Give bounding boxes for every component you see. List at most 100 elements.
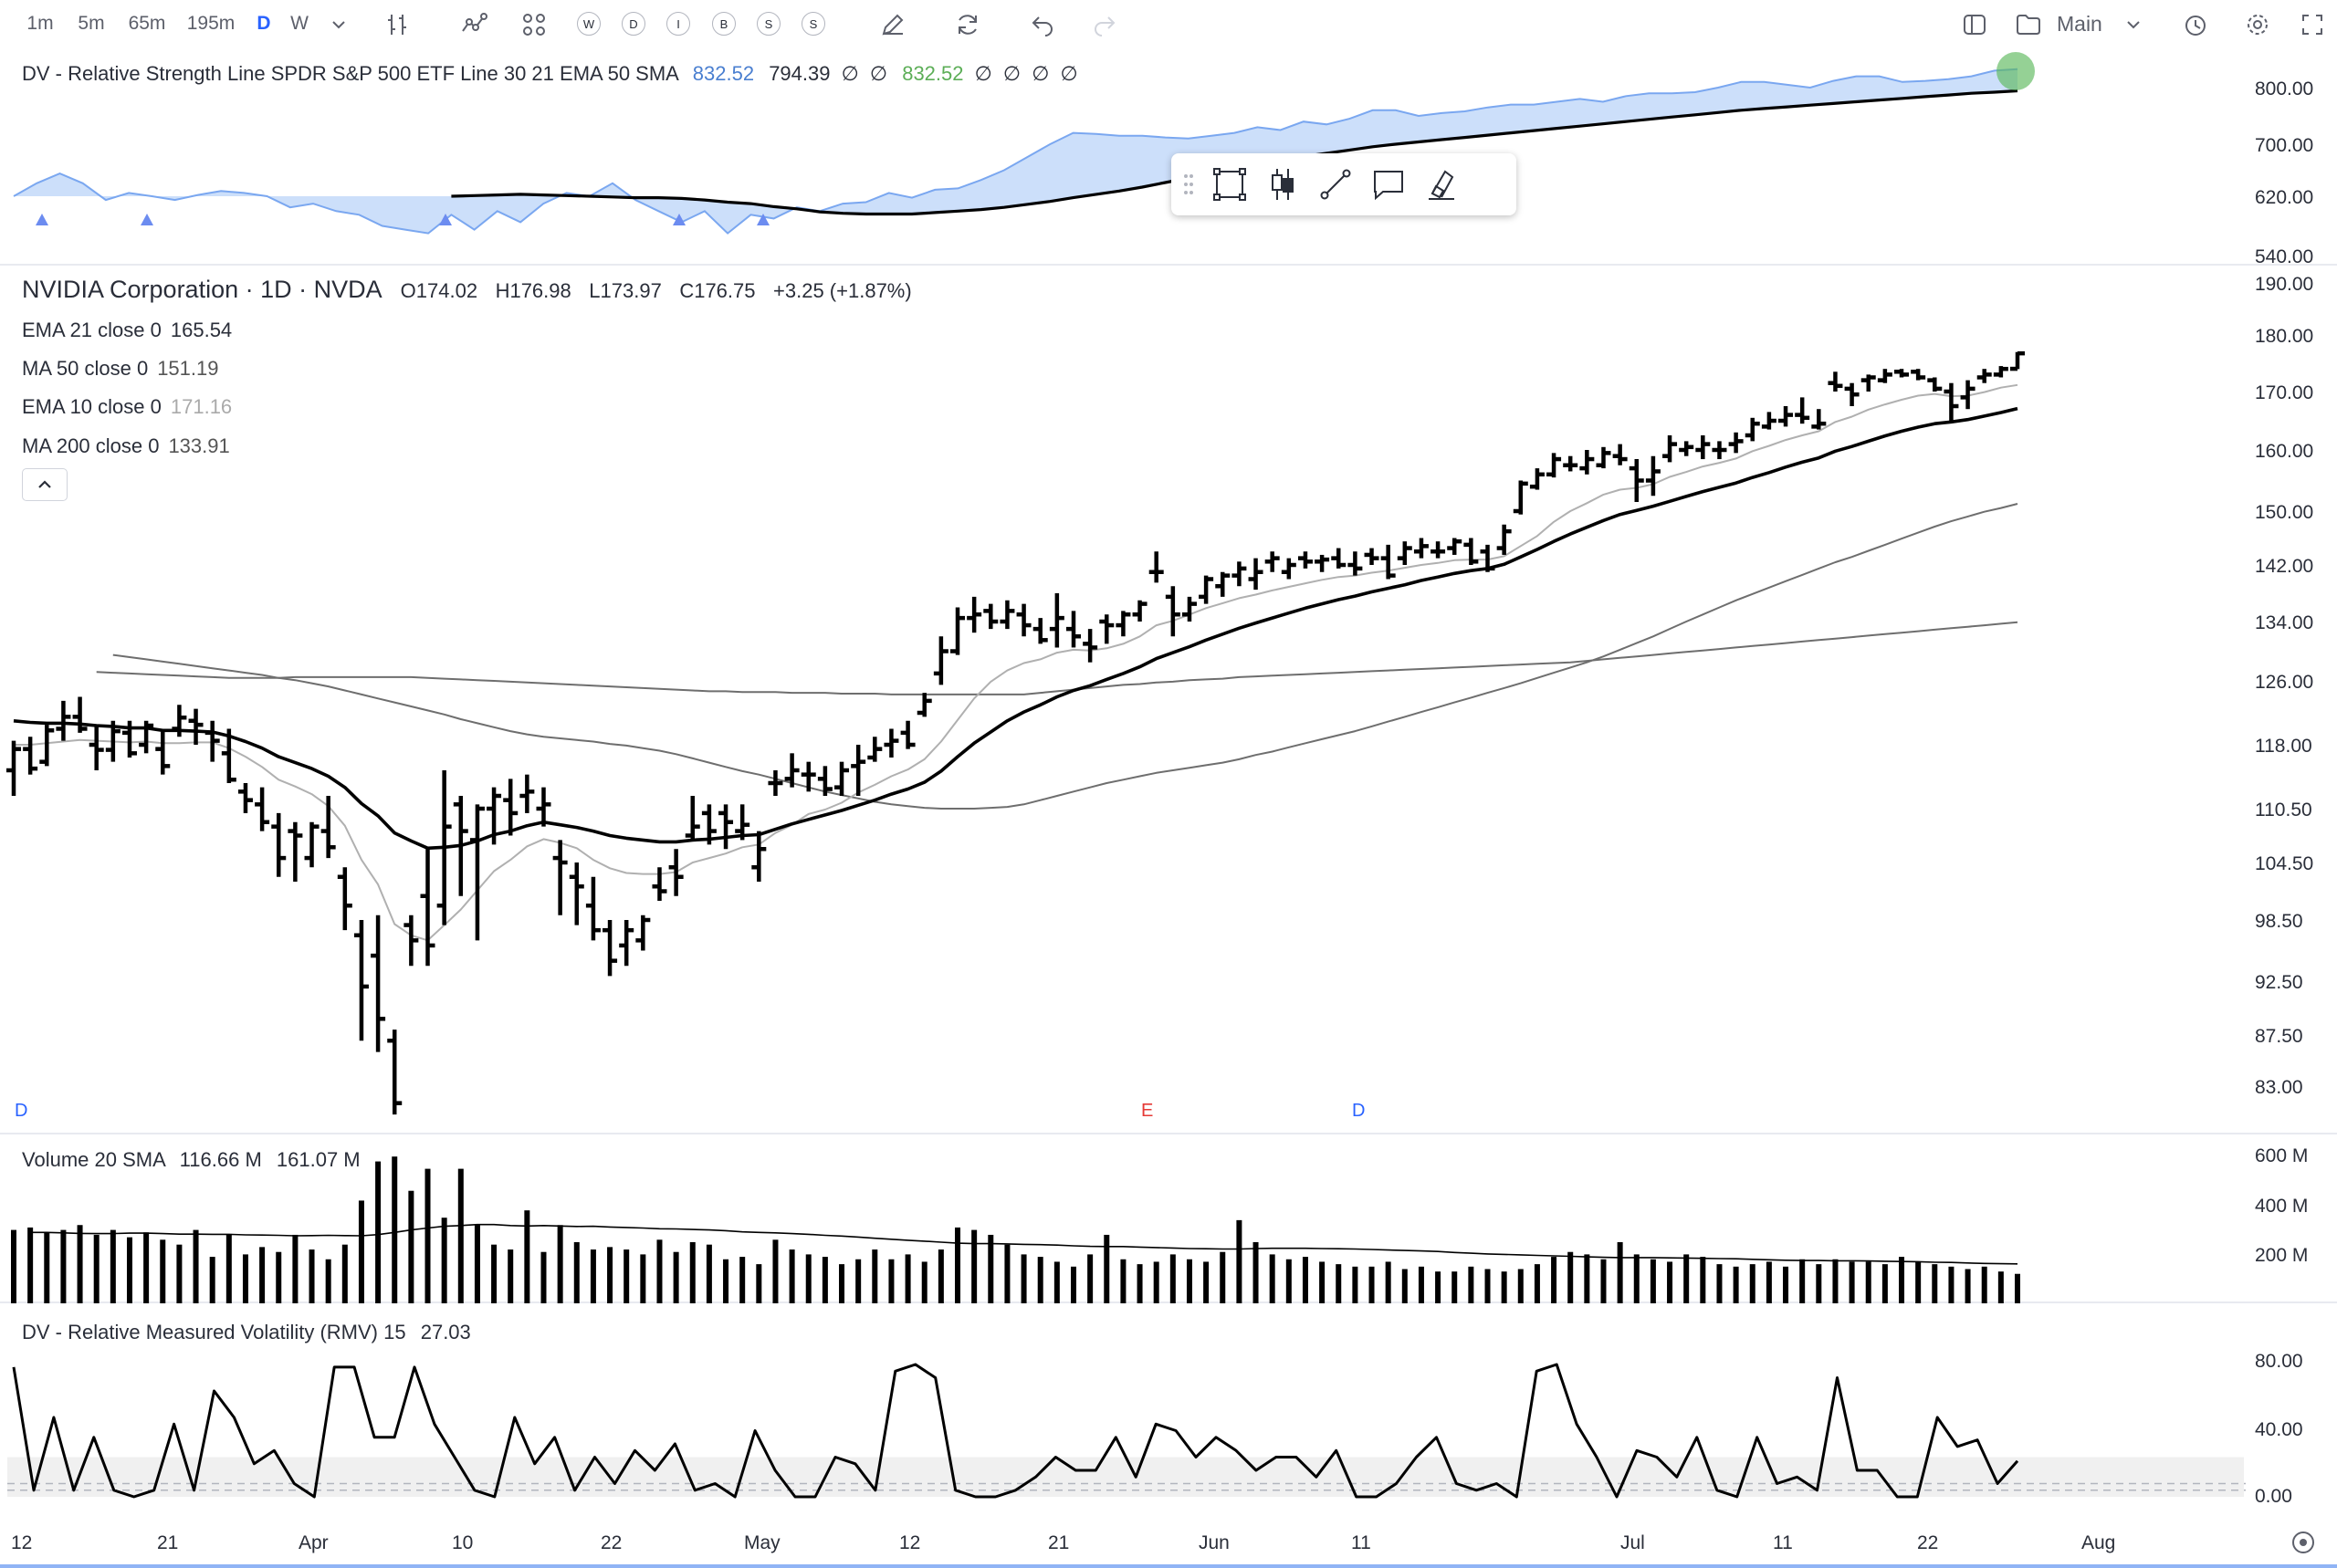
interval-w-button[interactable]: W — [290, 13, 309, 34]
ohlc-bar — [1712, 441, 1727, 460]
volume-bar — [1137, 1264, 1143, 1303]
chevron-down-icon[interactable] — [325, 11, 352, 38]
volume-bar — [1087, 1254, 1094, 1303]
top-toolbar: 1m 5m 65m 195m D W W D I B S S Main — [0, 0, 2337, 47]
ohlc-bar — [139, 720, 154, 754]
indicator-ema21-legend[interactable]: EMA 21 close 0 165.54 — [22, 319, 232, 342]
ohlc-bar — [1032, 618, 1048, 644]
layout-name-label[interactable]: Main — [2057, 11, 2102, 36]
volume-bar — [1120, 1259, 1127, 1303]
s2-toggle-button[interactable]: S — [802, 12, 825, 36]
comment-tool-icon[interactable] — [1367, 162, 1410, 206]
volume-bar — [1832, 1259, 1839, 1303]
indicator-ma200-legend[interactable]: MA 200 close 0 133.91 — [22, 434, 230, 458]
drag-handle-icon[interactable] — [1179, 162, 1199, 206]
ohlc-bar — [718, 804, 734, 850]
volume-bar — [723, 1259, 729, 1303]
volume-bar — [375, 1161, 382, 1303]
refresh-icon[interactable] — [954, 11, 981, 38]
s-toggle-button[interactable]: S — [757, 12, 781, 36]
volume-bar — [1600, 1259, 1607, 1303]
earnings-marker[interactable]: E — [1141, 1101, 1154, 1121]
volume-value-2: 161.07 M — [276, 1148, 361, 1171]
ohlc-bar — [1778, 406, 1794, 427]
w-toggle-button[interactable]: W — [577, 12, 601, 36]
volume-bar — [1899, 1257, 1905, 1303]
volume-bar — [44, 1232, 50, 1303]
ohlc-bar — [1761, 412, 1776, 430]
ohlc-bar — [1049, 593, 1064, 648]
folder-icon[interactable] — [2015, 11, 2042, 38]
main-legend[interactable]: NVIDIA Corporation · 1D · NVDA O174.02 H… — [22, 276, 912, 304]
volume-legend[interactable]: Volume 20 SMA 116.66 M 161.07 M — [22, 1148, 361, 1172]
interval-65m-button[interactable]: 65m — [128, 13, 166, 34]
interval-195m-button[interactable]: 195m — [186, 13, 236, 34]
layout-icon[interactable] — [1961, 11, 1988, 38]
chart-canvas[interactable]: 800.00 700.00 620.00 540.00 190.00 180.00 170.… — [0, 47, 2337, 1568]
volume-bar — [309, 1249, 315, 1303]
i-toggle-button[interactable]: I — [666, 12, 690, 36]
ohlc-bar — [1579, 450, 1595, 475]
rmv-legend[interactable]: DV - Relative Measured Volatility (RMV) … — [22, 1321, 471, 1344]
ohlc-bar — [884, 728, 899, 758]
trend-line-tool-icon[interactable] — [1314, 162, 1357, 206]
indicator-ema10-legend[interactable]: EMA 10 close 0 171.16 — [22, 395, 232, 419]
ohlc-bar — [933, 636, 948, 685]
volume-bar — [1965, 1269, 1971, 1303]
ohlc-bar — [917, 693, 932, 717]
collapse-legend-button[interactable] — [22, 468, 68, 501]
ohlc-open: O174.02 — [400, 279, 478, 302]
bar-style-icon[interactable] — [383, 11, 411, 38]
rs-value-1: 832.52 — [692, 62, 755, 85]
layout-chevron-down-icon[interactable] — [2120, 11, 2147, 38]
ohlc-bar — [56, 700, 71, 741]
indicator-ma50-legend[interactable]: MA 50 close 0 151.19 — [22, 357, 218, 381]
ohlc-bar — [155, 728, 171, 775]
ohlc-bar — [337, 867, 352, 931]
b-toggle-button[interactable]: B — [712, 12, 736, 36]
volume-bar — [1153, 1261, 1159, 1303]
ohlc-bar — [1844, 382, 1860, 406]
ohlc-bar — [1397, 541, 1412, 565]
rs-na-3: ∅ — [974, 62, 992, 85]
volume-bar — [739, 1257, 746, 1303]
alert-clock-icon[interactable] — [2183, 11, 2210, 38]
volume-bar — [1220, 1251, 1226, 1303]
indicators-icon[interactable] — [460, 11, 487, 38]
volume-bar — [607, 1247, 613, 1303]
gear-icon[interactable] — [2244, 11, 2271, 38]
interval-5m-button[interactable]: 5m — [78, 13, 105, 34]
time-axis-label: 11 — [1773, 1532, 1793, 1553]
fullscreen-icon[interactable] — [2299, 11, 2326, 38]
ohlc-bar — [950, 607, 966, 655]
templates-grid-icon[interactable] — [520, 11, 548, 38]
ohlc-bar — [519, 774, 535, 813]
volume-bar — [689, 1242, 696, 1303]
indicator-label: MA 50 close 0 — [22, 357, 149, 380]
price-axis-tick: 118.00 — [2255, 736, 2312, 757]
pencil-icon[interactable] — [879, 11, 907, 38]
eraser-tool-icon[interactable] — [1420, 162, 1463, 206]
volume-bar — [557, 1225, 563, 1303]
dividend-marker[interactable]: D — [1352, 1101, 1366, 1121]
rs-legend[interactable]: DV - Relative Strength Line SPDR S&P 500… — [22, 62, 1078, 86]
dividend-marker[interactable]: D — [15, 1101, 28, 1121]
volume-bar — [1451, 1271, 1458, 1303]
redo-icon[interactable] — [1091, 11, 1118, 38]
d-toggle-button[interactable]: D — [622, 12, 645, 36]
ohlc-bar — [668, 849, 684, 896]
rectangle-tool-icon[interactable] — [1208, 162, 1252, 206]
indicator-value: 133.91 — [168, 434, 230, 457]
ohlc-bar — [1976, 369, 1992, 383]
indicator-value: 171.16 — [170, 395, 233, 418]
volume-bar — [60, 1229, 67, 1303]
interval-1m-button[interactable]: 1m — [26, 13, 54, 34]
volume-bar — [789, 1249, 795, 1303]
volume-bar — [2015, 1273, 2020, 1303]
interval-d-button[interactable]: D — [257, 13, 271, 34]
volume-bar — [441, 1218, 447, 1303]
ohlc-bar — [436, 770, 452, 925]
undo-icon[interactable] — [1029, 11, 1056, 38]
ohlc-bar — [585, 876, 601, 941]
candles-tool-icon[interactable] — [1261, 162, 1305, 206]
